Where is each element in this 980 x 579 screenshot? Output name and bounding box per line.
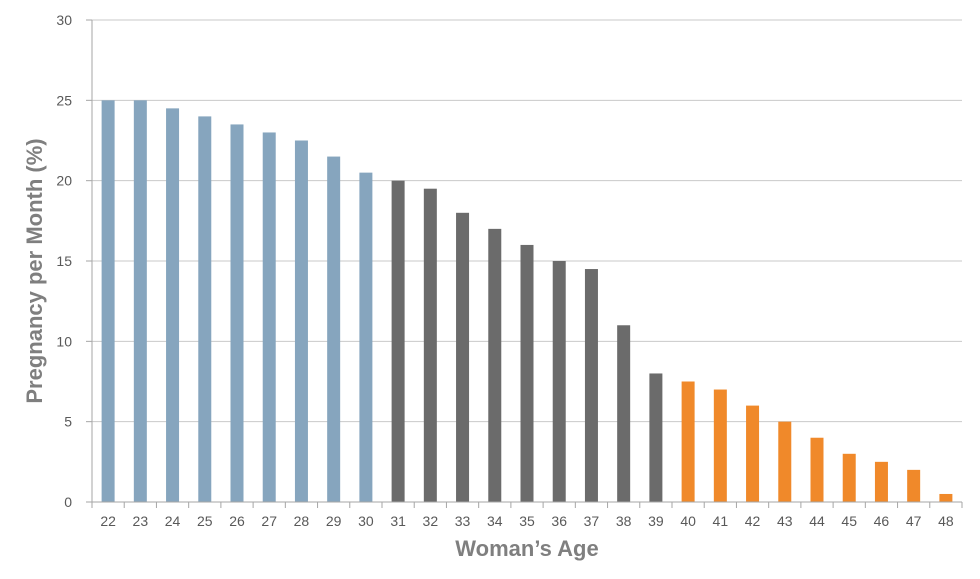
bar-age-43 [778,421,792,502]
bar-age-29 [327,156,341,503]
bar-age-47 [907,469,921,502]
x-tick-label: 41 [713,513,729,529]
bar-age-33 [456,212,470,503]
bar-age-46 [874,461,888,502]
x-tick-labels: 22 23 24 25 26 27 28 29 30 31 32 33 34 35 36 37 38 39 40 41… [91,502,963,529]
bar-age-45 [842,453,856,502]
x-tick-label: 36 [551,513,567,529]
x-tick-label: 35 [519,513,535,529]
y-tick-label: 30 [56,12,72,28]
x-tick-label: 38 [616,513,632,529]
x-tick-label: 42 [745,513,761,529]
bar-age-25 [198,116,212,503]
x-tick-label: 33 [455,513,471,529]
x-tick-label: 30 [358,513,374,529]
x-tick-label: 23 [133,513,149,529]
y-axis-title: Pregnancy per Month (%) [22,138,47,403]
x-tick-label: 29 [326,513,342,529]
bar-age-24 [166,108,180,502]
y-tick-label: 15 [56,253,72,269]
bar-age-30 [359,172,373,502]
bar-age-42 [746,405,760,502]
bar-age-23 [133,100,147,502]
bar-age-27 [262,132,276,502]
bar-age-38 [617,325,631,502]
x-tick-label: 40 [680,513,696,529]
bar-age-31 [391,180,405,502]
bar-age-28 [294,140,308,502]
x-tick-label: 22 [100,513,116,529]
x-tick-label: 48 [938,513,954,529]
x-tick-label: 28 [294,513,310,529]
bars [101,100,953,503]
x-tick-label: 26 [229,513,245,529]
x-tick-label: 44 [809,513,825,529]
bar-age-36 [552,261,566,502]
x-tick-label: 27 [261,513,277,529]
x-tick-label: 47 [906,513,922,529]
x-tick-label: 31 [390,513,406,529]
y-tick-label: 20 [56,173,72,189]
y-tick-label: 25 [56,92,72,108]
bar-age-48 [939,493,953,502]
x-tick-label: 45 [841,513,857,529]
bar-age-37 [584,269,598,502]
x-tick-label: 32 [423,513,439,529]
bar-age-32 [423,188,437,502]
x-tick-label: 46 [874,513,890,529]
y-tick-label: 10 [56,333,72,349]
bar-age-40 [681,381,695,502]
bar-age-41 [713,389,727,502]
y-tick-labels: 0 5 10 15 20 25 30 [56,12,72,510]
y-tick-label: 0 [64,494,72,510]
bar-age-44 [810,437,824,502]
bar-age-34 [488,228,502,502]
x-tick-label: 34 [487,513,503,529]
x-tick-label: 24 [165,513,181,529]
x-tick-label: 25 [197,513,213,529]
x-tick-label: 37 [584,513,600,529]
bar-age-39 [649,373,663,502]
bar-age-26 [230,124,244,502]
y-tick-label: 5 [64,414,72,430]
bar-age-35 [520,244,534,502]
bar-age-22 [101,100,115,502]
x-tick-label: 43 [777,513,793,529]
x-tick-label: 39 [648,513,664,529]
x-axis-title: Woman’s Age [455,536,598,561]
